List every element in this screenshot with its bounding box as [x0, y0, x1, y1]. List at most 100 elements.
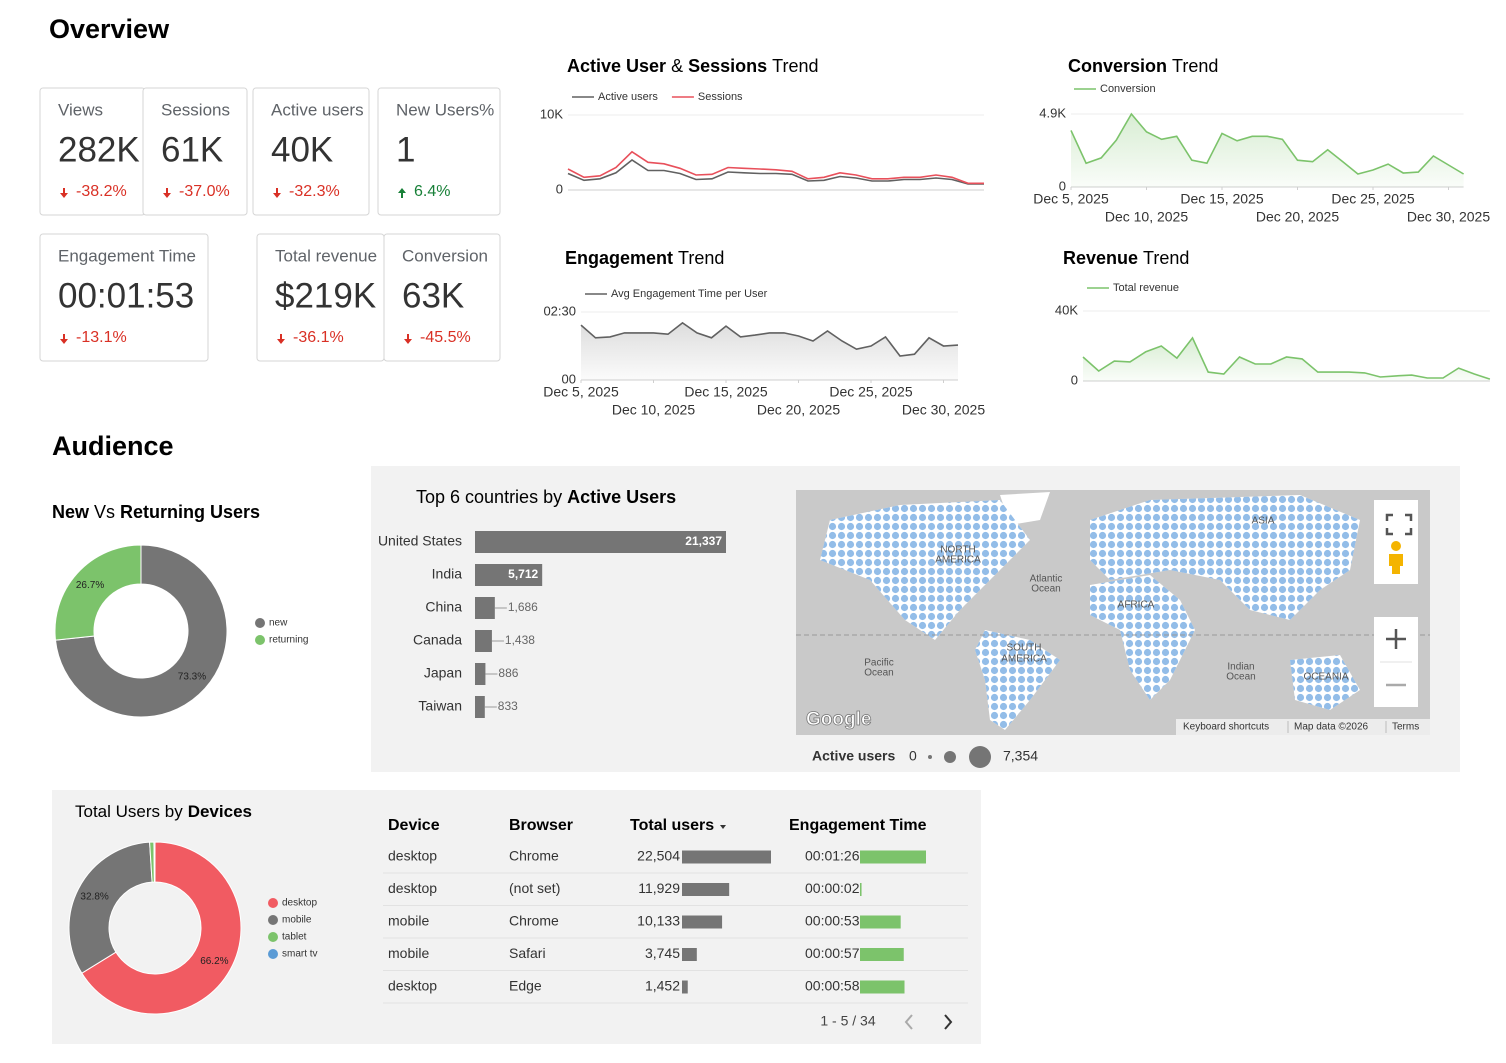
- kpi-label: Total revenue: [275, 246, 377, 265]
- legend-label: new: [269, 618, 288, 629]
- map-label: OCEANIA: [1303, 672, 1348, 683]
- title-part: Trend: [772, 56, 818, 76]
- bar: [475, 531, 726, 553]
- kpi-value: $219K: [275, 276, 376, 315]
- density-texture: [820, 495, 1360, 730]
- title-part: Trend: [678, 248, 724, 268]
- legend-size: [944, 751, 956, 763]
- category-label: Canada: [413, 632, 462, 648]
- map-label: Atlantic: [1030, 574, 1063, 585]
- map-label: Ocean: [1031, 584, 1060, 595]
- x-tick-label: Dec 30, 2025: [902, 402, 985, 418]
- map-label: AFRICA: [1118, 600, 1155, 611]
- chart-title: Conversion Trend: [1068, 56, 1218, 76]
- legend-label: Sessions: [698, 91, 743, 103]
- bar: [682, 850, 771, 864]
- cell: mobile: [388, 945, 429, 961]
- area: [1083, 337, 1490, 381]
- category-label: United States: [378, 533, 462, 549]
- x-tick-label: Dec 20, 2025: [757, 402, 840, 418]
- kpi-card: [142, 87, 248, 216]
- trend-arrow: [60, 188, 68, 198]
- next-page[interactable]: [944, 1014, 953, 1030]
- kpi-card: [39, 233, 209, 362]
- cell: Safari: [509, 945, 546, 961]
- map-label: SOUTH: [1007, 643, 1042, 654]
- texture: [1090, 575, 1195, 700]
- chart-title: New Vs Returning Users: [52, 502, 260, 522]
- map-label: ASIA: [1252, 516, 1275, 527]
- map-brand: Google: [806, 709, 871, 730]
- kpi-change: -38.2%: [76, 183, 127, 200]
- category-label: China: [425, 599, 462, 615]
- cell: Chrome: [509, 913, 559, 929]
- data-label: 1,438: [505, 633, 535, 647]
- chart-title: Revenue Trend: [1063, 248, 1189, 268]
- bar: [475, 564, 543, 586]
- y-tick-label: 40K: [1055, 302, 1078, 317]
- x-tick-label: Dec 15, 2025: [684, 384, 767, 400]
- map-label: NORTH: [940, 545, 975, 556]
- kpi-label: New Users%: [396, 100, 494, 119]
- kpi-change: -32.3%: [289, 183, 340, 200]
- kpi-label: Sessions: [161, 100, 230, 119]
- texture: [975, 630, 1060, 730]
- chart-title: Engagement Trend: [565, 248, 724, 268]
- attribution: Map data ©2026: [1294, 722, 1369, 733]
- x-tick-label: Dec 20, 2025: [1256, 209, 1339, 225]
- column-header: Total users: [630, 817, 714, 834]
- x-tick-label: Dec 5, 2025: [1033, 191, 1109, 207]
- legend-swatch: [268, 898, 278, 908]
- attribution-bar: [1176, 719, 1430, 735]
- pegman-icon: [1389, 554, 1403, 574]
- cell: 11,929: [638, 880, 680, 896]
- title-part: Active Users: [567, 487, 676, 507]
- slice: [68, 841, 153, 974]
- y-tick-label: 10K: [540, 106, 563, 121]
- prev-page[interactable]: [904, 1014, 913, 1030]
- y-tick-label: 4.9K: [1039, 105, 1066, 120]
- texture: [1090, 495, 1360, 620]
- legend-label: Total revenue: [1113, 282, 1179, 294]
- y-tick-label: 0: [1059, 178, 1066, 193]
- legend-max: 7,354: [1003, 748, 1038, 764]
- pagination: 1 - 5 / 34: [820, 1013, 875, 1029]
- line: [567, 150, 984, 185]
- category-label: Taiwan: [418, 698, 462, 714]
- x-tick-label: Dec 25, 2025: [829, 384, 912, 400]
- bar: [860, 850, 926, 864]
- cell: 10,133: [637, 913, 680, 929]
- data-label: 886: [498, 666, 518, 680]
- x-tick-label: Dec 10, 2025: [612, 402, 695, 418]
- title-part: Vs: [94, 502, 115, 522]
- legend-label: mobile: [282, 915, 312, 926]
- bar: [860, 883, 862, 896]
- legend-label: tablet: [282, 932, 307, 943]
- x-tick-label: Dec 25, 2025: [1331, 191, 1414, 207]
- x-tick-label: Dec 15, 2025: [1180, 191, 1263, 207]
- trend-arrow: [277, 334, 285, 344]
- column-header: Engagement Time: [789, 817, 927, 834]
- kpi-card: [377, 87, 501, 216]
- kpi-value: 40K: [271, 130, 333, 169]
- attribution: Keyboard shortcuts: [1183, 722, 1269, 733]
- kpi-value: 282K: [58, 130, 140, 169]
- map-label: AMERICA: [1001, 654, 1047, 665]
- trend-arrow: [404, 334, 412, 344]
- column-header: Browser: [509, 817, 573, 834]
- texture: [820, 500, 1030, 640]
- zoom-in-icon: [1386, 629, 1406, 649]
- texture: [1290, 655, 1360, 710]
- cell: 00:01:26: [805, 848, 860, 864]
- kpi-change: -37.0%: [179, 183, 230, 200]
- y-tick-label: 00: [562, 371, 576, 386]
- category-label: Japan: [424, 665, 462, 681]
- title-part: Total Users by: [75, 802, 183, 821]
- data-label: 21,337: [685, 534, 722, 548]
- data-label: 32.8%: [80, 891, 108, 902]
- legend-swatch: [268, 949, 278, 959]
- map-label: Ocean: [1226, 672, 1255, 683]
- kpi-label: Engagement Time: [58, 246, 196, 265]
- kpi-value: 61K: [161, 130, 223, 169]
- cell: 3,745: [645, 945, 680, 961]
